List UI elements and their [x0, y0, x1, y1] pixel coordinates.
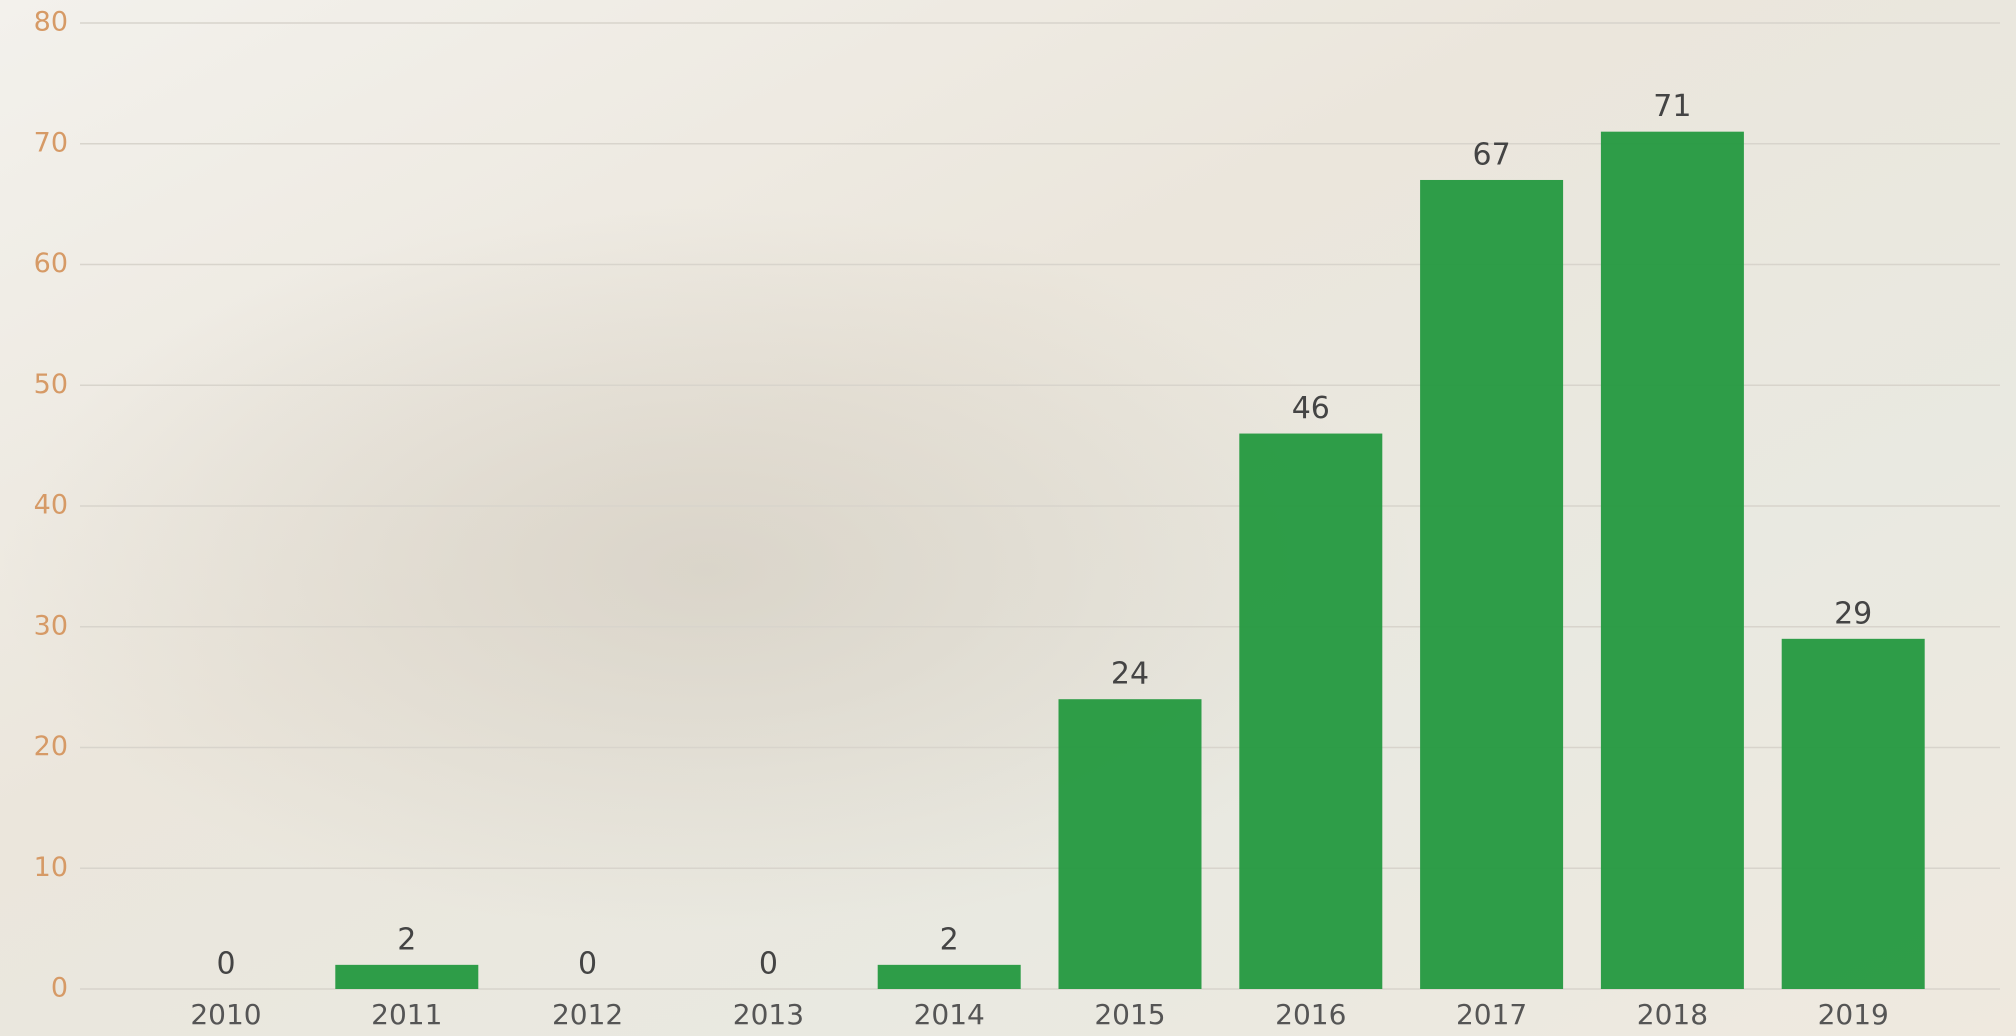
x-tick-label: 2015: [1094, 998, 1165, 1031]
x-tick-label: 2016: [1275, 998, 1346, 1031]
y-tick-label: 10: [34, 852, 68, 883]
value-label: 2: [397, 922, 416, 957]
bar: [877, 964, 1021, 989]
value-label: 67: [1473, 137, 1511, 172]
value-label: 29: [1834, 596, 1872, 631]
value-label: 2: [940, 922, 959, 957]
y-tick-label: 0: [51, 973, 68, 1004]
y-tick-label: 70: [34, 127, 68, 158]
y-tick-label: 30: [34, 610, 68, 641]
bar: [335, 964, 479, 989]
value-label: 0: [759, 947, 778, 982]
y-tick-label: 50: [34, 369, 68, 400]
x-tick-label: 2014: [914, 998, 985, 1031]
value-label: 0: [216, 947, 235, 982]
y-tick-label: 20: [34, 731, 68, 762]
x-tick-label: 2012: [552, 998, 623, 1031]
x-tick-label: 2019: [1818, 998, 1889, 1031]
bar: [1781, 638, 1925, 989]
value-label: 0: [578, 947, 597, 982]
x-tick-label: 2017: [1456, 998, 1527, 1031]
bar: [1600, 131, 1744, 990]
value-label: 46: [1292, 391, 1330, 426]
x-tick-label: 2010: [190, 998, 261, 1031]
y-tick-label: 40: [34, 490, 68, 521]
bar: [1058, 699, 1202, 989]
x-tick-label: 2013: [733, 998, 804, 1031]
y-tick-label: 80: [34, 7, 68, 38]
x-tick-label: 2011: [371, 998, 442, 1031]
value-label: 24: [1111, 657, 1149, 692]
bar: [1420, 179, 1564, 990]
y-tick-label: 60: [34, 248, 68, 279]
bar: [1239, 433, 1383, 989]
x-tick-label: 2018: [1637, 998, 1708, 1031]
value-label: 71: [1653, 89, 1691, 124]
